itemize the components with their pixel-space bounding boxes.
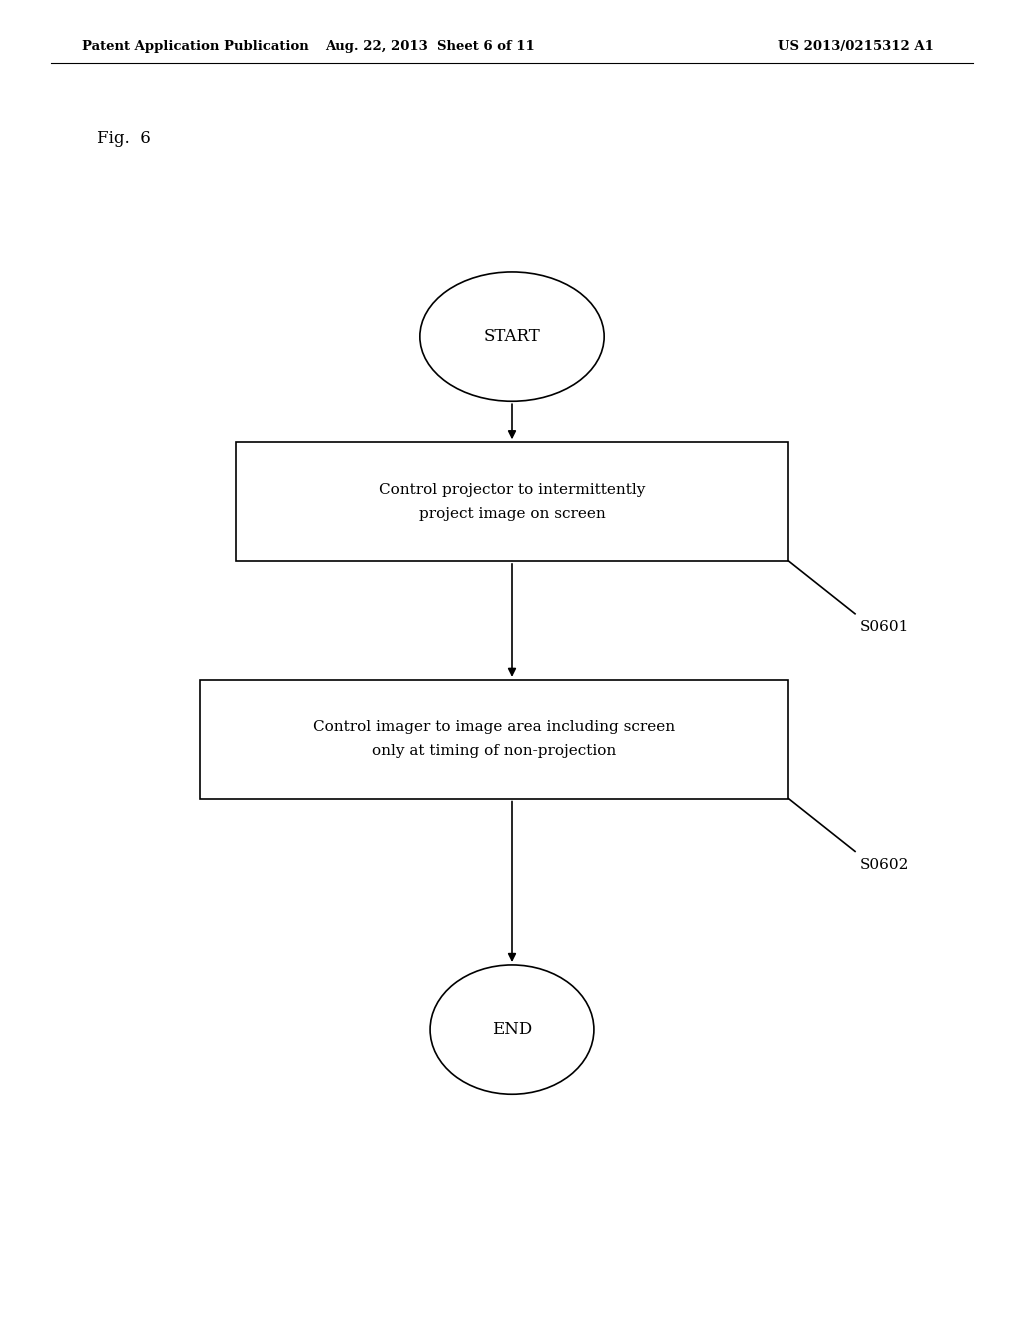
Text: S0601: S0601 [860, 620, 909, 635]
Text: Aug. 22, 2013  Sheet 6 of 11: Aug. 22, 2013 Sheet 6 of 11 [326, 40, 535, 53]
Text: Patent Application Publication: Patent Application Publication [82, 40, 308, 53]
Text: Control projector to intermittently
project image on screen: Control projector to intermittently proj… [379, 483, 645, 520]
Text: S0602: S0602 [860, 858, 909, 873]
Text: START: START [483, 329, 541, 345]
Ellipse shape [420, 272, 604, 401]
Bar [200, 680, 788, 799]
Text: Fig.  6: Fig. 6 [97, 131, 151, 147]
Ellipse shape [430, 965, 594, 1094]
Text: US 2013/0215312 A1: US 2013/0215312 A1 [778, 40, 934, 53]
Text: END: END [492, 1022, 532, 1038]
Bar [236, 442, 788, 561]
Text: Control imager to image area including screen
only at timing of non-projection: Control imager to image area including s… [313, 721, 675, 758]
